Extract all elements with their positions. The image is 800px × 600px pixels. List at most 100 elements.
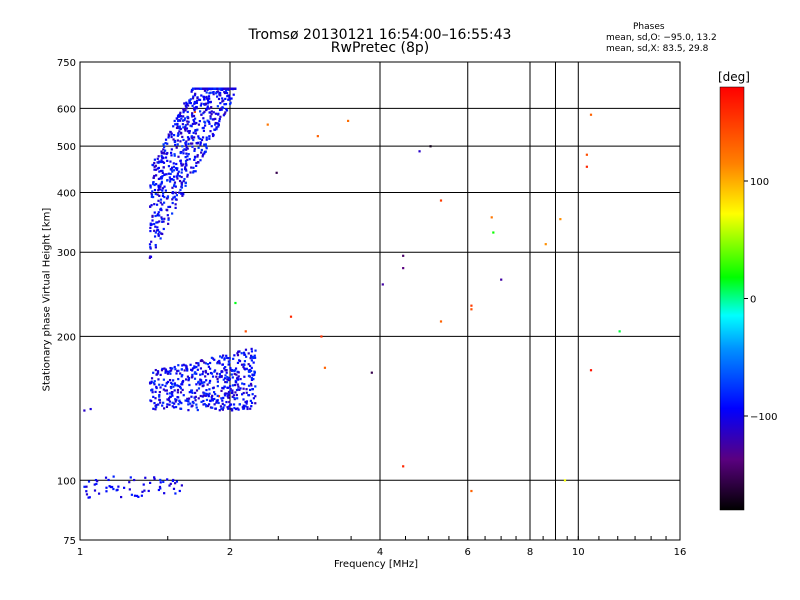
f-trace-point	[196, 154, 199, 157]
f-trace-point	[166, 179, 169, 182]
f-trace-point	[170, 132, 173, 135]
f-trace-point	[174, 206, 177, 210]
e-trace-point	[254, 349, 257, 352]
e-trace-point	[179, 385, 182, 389]
e-trace-point	[208, 388, 211, 391]
e-trace-point	[210, 356, 213, 359]
f-trace-point	[204, 124, 207, 127]
e-trace-point	[158, 383, 161, 386]
f-trace-point	[203, 110, 206, 113]
e-trace-point	[238, 360, 242, 363]
f-trace-point	[184, 181, 187, 184]
f-trace-point	[160, 180, 164, 183]
f-trace-point	[191, 97, 195, 100]
f-trace-point	[207, 100, 210, 104]
e-trace-point	[154, 368, 157, 372]
f-trace-point	[195, 105, 198, 109]
e-trace-point	[227, 392, 230, 395]
f-trace-point	[154, 192, 157, 196]
e-trace-point	[220, 397, 223, 400]
e-trace-point	[227, 396, 230, 399]
f-trace-point	[232, 93, 235, 96]
e-trace-point	[162, 378, 165, 381]
f-trace-point	[180, 186, 184, 189]
f-trace-point	[188, 137, 191, 140]
f-trace-point	[157, 185, 160, 189]
f-trace-point	[157, 166, 160, 170]
es-trace-point	[137, 495, 140, 498]
e-trace-point	[233, 354, 236, 357]
f-trace-point	[181, 194, 184, 197]
e-trace-point	[171, 401, 174, 404]
e-trace-point	[213, 397, 216, 401]
e-trace-point	[226, 392, 229, 395]
e-trace-point	[183, 369, 186, 372]
e-trace-point	[197, 362, 200, 365]
e-trace-point	[234, 367, 238, 370]
f-trace-point	[180, 182, 183, 185]
f-trace-point	[156, 229, 160, 232]
f-trace-point	[167, 217, 170, 220]
e-trace-point	[219, 355, 222, 358]
es-trace-point	[158, 485, 162, 489]
f-trace-point	[151, 219, 154, 222]
e-trace-point	[232, 403, 236, 406]
f-trace-point	[174, 198, 177, 201]
e-trace-point	[168, 371, 171, 374]
f-trace-point	[219, 115, 222, 118]
e-trace-point	[212, 386, 215, 389]
f-trace-point	[186, 155, 189, 158]
f-trace-point	[219, 102, 222, 105]
scatter-point	[346, 119, 350, 123]
f-trace-point	[194, 87, 197, 90]
e-trace-point	[180, 375, 183, 378]
e-trace-point	[150, 389, 153, 392]
f-trace-point	[170, 148, 173, 151]
f-trace-point	[186, 123, 189, 126]
f-trace-point	[160, 150, 163, 153]
e-trace-point	[159, 401, 162, 404]
e-trace-point	[254, 402, 257, 405]
e-trace-point	[227, 363, 230, 366]
e-trace-point	[250, 384, 253, 387]
f-trace-point	[204, 145, 208, 148]
e-trace-point	[210, 372, 214, 375]
f-trace-point	[161, 203, 164, 206]
e-trace-point	[213, 391, 216, 394]
e-trace-point	[229, 366, 232, 370]
f-trace-point	[174, 167, 178, 170]
e-trace-point	[247, 369, 250, 372]
e-trace-point	[164, 389, 167, 392]
f-trace-point	[179, 119, 182, 122]
f-trace-point	[182, 111, 185, 114]
es-trace-point	[88, 496, 91, 499]
f-trace-point	[159, 237, 162, 240]
f-trace-point	[182, 163, 185, 166]
f-trace-point	[199, 159, 202, 162]
f-trace-point	[163, 145, 166, 149]
e-trace-point	[186, 369, 189, 372]
f-trace-point	[162, 143, 165, 146]
f-trace-point	[196, 87, 199, 90]
e-trace-point	[152, 371, 155, 374]
e-trace-point	[250, 356, 253, 359]
f-trace-point	[158, 214, 161, 217]
f-trace-point	[167, 172, 171, 175]
es-trace-point	[169, 482, 172, 485]
es-trace-point	[83, 485, 86, 488]
colorbar-ticks: 100 0 −100	[744, 177, 777, 423]
f-trace-point	[168, 205, 172, 209]
e-trace-point	[221, 386, 224, 390]
es-trace-point	[153, 477, 156, 480]
e-trace-point	[169, 366, 172, 370]
e-trace-point	[196, 408, 199, 412]
e-trace-point	[162, 388, 165, 391]
e-trace-point	[224, 380, 227, 384]
e-trace-point	[209, 399, 212, 403]
e-trace-point	[197, 364, 200, 367]
e-trace-point	[233, 369, 236, 373]
f-trace-point	[197, 123, 201, 126]
f-trace-point	[205, 138, 208, 141]
f-trace-point	[157, 233, 160, 237]
e-trace-point	[220, 389, 223, 392]
